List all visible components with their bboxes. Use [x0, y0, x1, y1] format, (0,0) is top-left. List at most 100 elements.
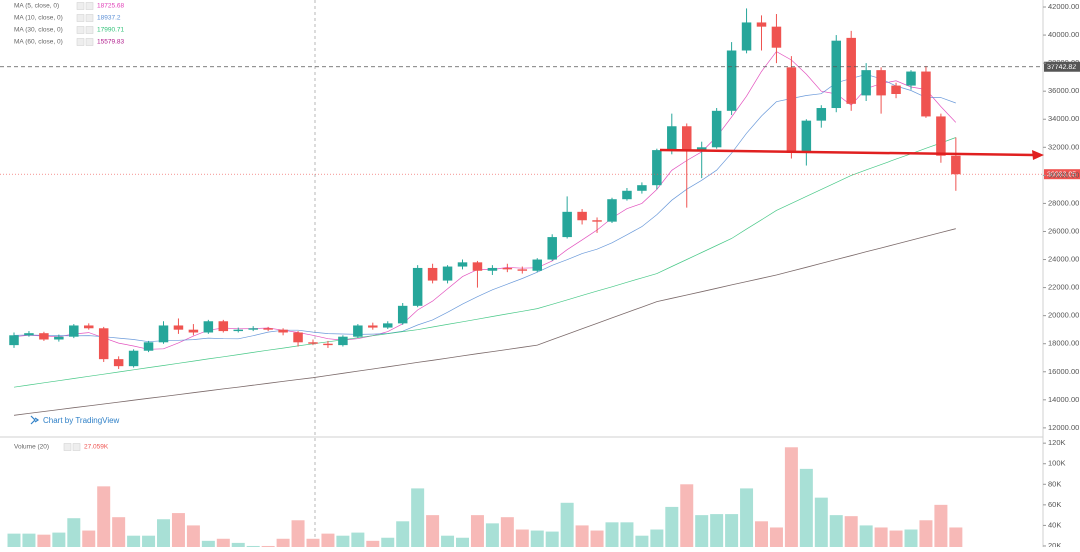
- volume-bar: [755, 521, 768, 547]
- volume-bar: [605, 522, 619, 547]
- candle-body: [487, 267, 498, 271]
- volume-bar: [695, 515, 709, 547]
- candle-body: [24, 333, 34, 336]
- legend-name: MA (30, close, 0): [14, 27, 63, 34]
- legend: MA (5, close, 0) 18725.68 MA (10, close, 0…: [14, 2, 124, 451]
- y-tick-label: 30000.00: [1048, 170, 1079, 179]
- y-tick-label: 16000.00: [1048, 367, 1079, 376]
- candle-body: [951, 155, 961, 175]
- y-tick-label: 22000.00: [1048, 283, 1079, 292]
- volume-bar: [381, 537, 395, 547]
- legend-value: 18937.2: [97, 15, 121, 22]
- legend-value: 18725.68: [97, 3, 124, 10]
- y-tick-label: 20000.00: [1048, 311, 1079, 320]
- candle-body: [652, 150, 662, 186]
- y-tick-label: 12000.00: [1048, 423, 1079, 432]
- volume-bar: [665, 506, 679, 547]
- legend-icon: [85, 38, 94, 46]
- volume-bar: [814, 497, 828, 547]
- candle-body: [173, 325, 184, 330]
- candle-body: [532, 259, 542, 271]
- candle-body: [936, 116, 946, 156]
- candle-body: [412, 267, 423, 306]
- volume-bar: [216, 538, 230, 547]
- candle-body: [577, 211, 587, 221]
- candle-body: [786, 67, 797, 153]
- candles: [9, 8, 961, 369]
- candle-body: [816, 108, 827, 121]
- volume-bar: [470, 515, 484, 547]
- candle-body: [592, 220, 602, 222]
- volume-bar: [306, 538, 320, 547]
- legend-icon: [85, 14, 94, 22]
- candle-body: [906, 71, 916, 86]
- candle-body: [472, 262, 483, 271]
- credit-icon: [30, 415, 40, 425]
- volume-bar: [231, 542, 245, 547]
- volume-bar: [485, 523, 499, 547]
- price-axis: 12000.00 14000.00 16000.00 18000.00 20000.00…: [1043, 2, 1079, 550]
- volume-bar: [829, 515, 843, 547]
- y2-tick-label: 100K: [1048, 459, 1066, 468]
- candle-body: [218, 321, 229, 332]
- candle-body: [771, 26, 782, 48]
- volume-bar: [171, 513, 185, 547]
- volume-bar: [545, 531, 559, 547]
- y-tick-label: 40000.00: [1048, 30, 1079, 39]
- volume-bar: [844, 516, 858, 547]
- candle-body: [98, 328, 109, 360]
- candle-body: [711, 110, 722, 148]
- y-tick-label: 18000.00: [1048, 339, 1079, 348]
- y-tick-label: 38000.00: [1048, 58, 1079, 67]
- volume-bar: [934, 504, 948, 547]
- candle-body: [338, 336, 348, 346]
- volume-bar: [799, 468, 813, 547]
- credit-text: Chart by TradingView: [43, 416, 120, 425]
- candle-body: [353, 325, 363, 337]
- candle-body: [128, 350, 139, 367]
- candle-body: [427, 267, 438, 281]
- volume-pane: [7, 447, 963, 547]
- volume-bar: [441, 535, 455, 547]
- candle-body: [9, 335, 19, 346]
- volume-bar: [186, 525, 200, 547]
- volume-bar: [784, 447, 798, 547]
- legend-icon: [85, 26, 94, 34]
- volume-bar: [874, 527, 888, 547]
- volume-bar: [157, 519, 170, 547]
- legend-value: 17990.71: [97, 27, 124, 34]
- legend-icon: [76, 2, 85, 10]
- candle-body: [741, 22, 752, 51]
- candle-body: [801, 120, 812, 153]
- volume-bar: [127, 535, 141, 547]
- candle-body: [517, 269, 528, 271]
- price-label-box: [1044, 61, 1080, 72]
- y-tick-label: 34000.00: [1048, 114, 1079, 123]
- arrow-head: [1032, 150, 1044, 160]
- candle-body: [756, 22, 767, 27]
- candle-body: [457, 262, 468, 267]
- y-tick-label: 36000.00: [1048, 86, 1079, 95]
- legend-icon: [85, 2, 94, 10]
- volume-legend-name: Volume (20): [14, 444, 49, 451]
- candle-body: [113, 359, 124, 367]
- candle-body: [502, 267, 513, 270]
- y2-tick-label: 60K: [1048, 500, 1061, 509]
- candle-body: [607, 199, 617, 222]
- candle-body: [846, 37, 856, 104]
- volume-bar: [336, 535, 350, 547]
- candle-body: [562, 211, 572, 238]
- legend-name: MA (10, close, 0): [14, 15, 63, 22]
- candle-body: [622, 190, 632, 200]
- legend-icon: [63, 443, 72, 451]
- candle-body: [682, 126, 692, 151]
- volume-bar: [37, 534, 51, 547]
- volume-bar: [710, 514, 724, 547]
- y-tick-label: 14000.00: [1048, 395, 1079, 404]
- volume-bar: [201, 540, 215, 547]
- trend-arrow: [659, 148, 1044, 160]
- legend-name: MA (5, close, 0): [14, 3, 59, 10]
- candle-body: [323, 343, 333, 346]
- volume-bar: [650, 529, 664, 547]
- volume-legend-value: 27.059K: [84, 444, 109, 451]
